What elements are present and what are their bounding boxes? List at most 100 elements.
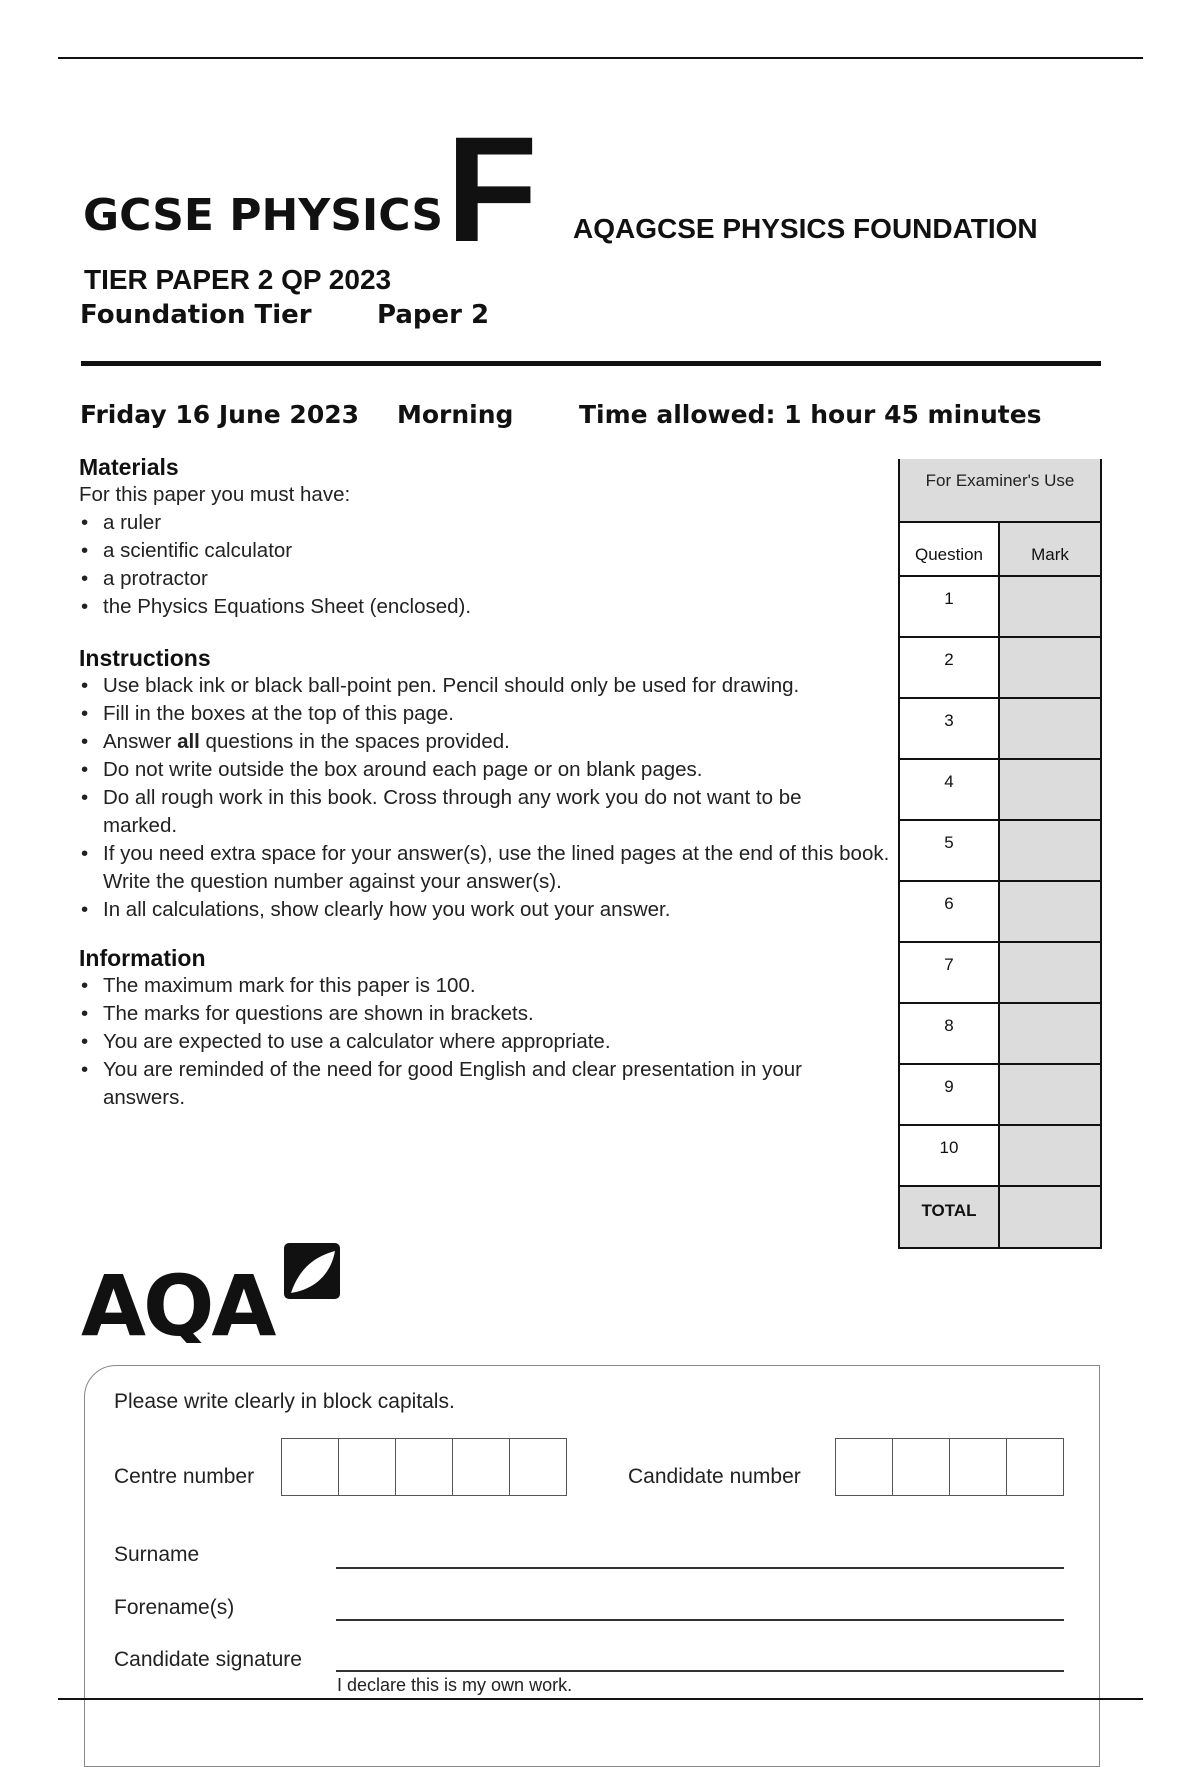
text: Answer: [103, 730, 178, 753]
mark-cell: [1000, 1065, 1100, 1124]
examiner-table-title: For Examiner's Use: [925, 471, 1075, 490]
digit-box[interactable]: [510, 1439, 566, 1495]
aqa-logo: AQA: [81, 1243, 351, 1355]
question-column-header: Question: [900, 523, 1000, 575]
digit-box[interactable]: [950, 1439, 1007, 1495]
question-row: 5: [900, 819, 1100, 880]
instruction-item: Do all rough work in this book. Cross th…: [79, 784, 873, 840]
question-number: 3: [900, 699, 1000, 758]
question-row: 8: [900, 1002, 1100, 1063]
text: questions in the spaces provided.: [199, 730, 510, 753]
instruction-item: In all calculations, show clearly how yo…: [79, 896, 899, 924]
digit-box[interactable]: [339, 1439, 396, 1495]
mark-cell: [1000, 943, 1100, 1002]
question-number: 9: [900, 1065, 1000, 1124]
tier-letter: F: [446, 105, 538, 273]
information-item: You are reminded of the need for good En…: [79, 1056, 879, 1112]
information-item: The maximum mark for this paper is 100.: [79, 972, 879, 1000]
time-allowed: Time allowed: 1 hour 45 minutes: [579, 400, 1042, 429]
materials-intro: For this paper you must have:: [79, 483, 351, 506]
question-number: 8: [900, 1004, 1000, 1063]
materials-heading: Materials: [79, 454, 179, 480]
question-row: 6: [900, 880, 1100, 941]
instruction-item: Fill in the boxes at the top of this pag…: [79, 700, 899, 728]
centre-number-label: Centre number: [114, 1465, 255, 1488]
question-row: 2: [900, 636, 1100, 697]
information-item: The marks for questions are shown in bra…: [79, 1000, 879, 1028]
candidate-number-input[interactable]: [835, 1438, 1064, 1496]
signature-label: Candidate signature: [114, 1648, 302, 1671]
exam-date: Friday 16 June 2023: [80, 400, 360, 429]
total-row: TOTAL: [900, 1185, 1100, 1247]
question-row: 4: [900, 758, 1100, 819]
thick-rule: [81, 361, 1101, 366]
total-mark-cell: [1000, 1187, 1100, 1247]
digit-box[interactable]: [1007, 1439, 1063, 1495]
document-subtitle: TIER PAPER 2 QP 2023: [84, 264, 392, 295]
question-number: 5: [900, 821, 1000, 880]
digit-box[interactable]: [282, 1439, 339, 1495]
material-item: a ruler: [79, 509, 899, 537]
top-rule: [58, 57, 1143, 59]
declaration-text: I declare this is my own work.: [337, 1675, 573, 1695]
material-item: a scientific calculator: [79, 537, 899, 565]
question-number: 6: [900, 882, 1000, 941]
mark-column-header: Mark: [1031, 545, 1069, 564]
information-item: You are expected to use a calculator whe…: [79, 1028, 879, 1056]
instruction-item: Use black ink or black ball-point pen. P…: [79, 672, 899, 700]
question-row: 7: [900, 941, 1100, 1002]
mark-cell: [1000, 821, 1100, 880]
mark-cell: [1000, 882, 1100, 941]
candidate-number-label: Candidate number: [628, 1465, 801, 1488]
total-label: TOTAL: [900, 1187, 1000, 1247]
surname-label: Surname: [114, 1543, 200, 1566]
instruction-item: If you need extra space for your answer(…: [79, 840, 899, 896]
tier-label: Foundation Tier: [80, 300, 312, 330]
instruction-item: Answer all questions in the spaces provi…: [79, 728, 899, 756]
question-number: 7: [900, 943, 1000, 1002]
material-item: the Physics Equations Sheet (enclosed).: [79, 593, 899, 621]
aqa-logo-graphic: AQA: [81, 1243, 340, 1355]
surname-field[interactable]: [336, 1567, 1064, 1569]
forename-field[interactable]: [336, 1619, 1064, 1621]
mark-cell: [1000, 760, 1100, 819]
candidate-form: [84, 1365, 1100, 1767]
instructions-heading: Instructions: [79, 645, 211, 671]
question-row: 3: [900, 697, 1100, 758]
question-number: 2: [900, 638, 1000, 697]
table-header-row: Question Mark: [900, 521, 1100, 575]
mark-cell: [1000, 1126, 1100, 1185]
svg-text:AQA: AQA: [81, 1257, 276, 1343]
question-number: 10: [900, 1126, 1000, 1185]
forename-label: Forename(s): [114, 1596, 235, 1619]
instructions-section: Instructions Use black ink or black ball…: [79, 645, 899, 924]
mark-cell: [1000, 638, 1100, 697]
exam-session: Morning: [397, 400, 514, 429]
question-row: 9: [900, 1063, 1100, 1124]
question-row: 1: [900, 575, 1100, 636]
digit-box[interactable]: [453, 1439, 510, 1495]
mark-cell: [1000, 699, 1100, 758]
form-instruction: Please write clearly in block capitals.: [114, 1390, 455, 1413]
materials-section: Materials For this paper you must have: …: [79, 454, 899, 621]
signature-field[interactable]: [336, 1670, 1064, 1672]
emphasis: all: [177, 730, 200, 753]
question-number: 4: [900, 760, 1000, 819]
digit-box[interactable]: [893, 1439, 950, 1495]
centre-number-input[interactable]: [281, 1438, 567, 1496]
material-item: a protractor: [79, 565, 899, 593]
mark-cell: [1000, 577, 1100, 636]
question-row: 10: [900, 1124, 1100, 1185]
digit-box[interactable]: [396, 1439, 453, 1495]
digit-box[interactable]: [836, 1439, 893, 1495]
question-number: 1: [900, 577, 1000, 636]
information-heading: Information: [79, 945, 206, 971]
bottom-rule: [58, 1698, 1143, 1700]
exam-title: GCSE PHYSICS: [83, 190, 444, 241]
mark-cell: [1000, 1004, 1100, 1063]
paper-label: Paper 2: [377, 300, 490, 330]
document-name: AQAGCSE PHYSICS FOUNDATION: [573, 213, 1038, 244]
instruction-item: Do not write outside the box around each…: [79, 756, 899, 784]
information-section: Information The maximum mark for this pa…: [79, 945, 879, 1112]
